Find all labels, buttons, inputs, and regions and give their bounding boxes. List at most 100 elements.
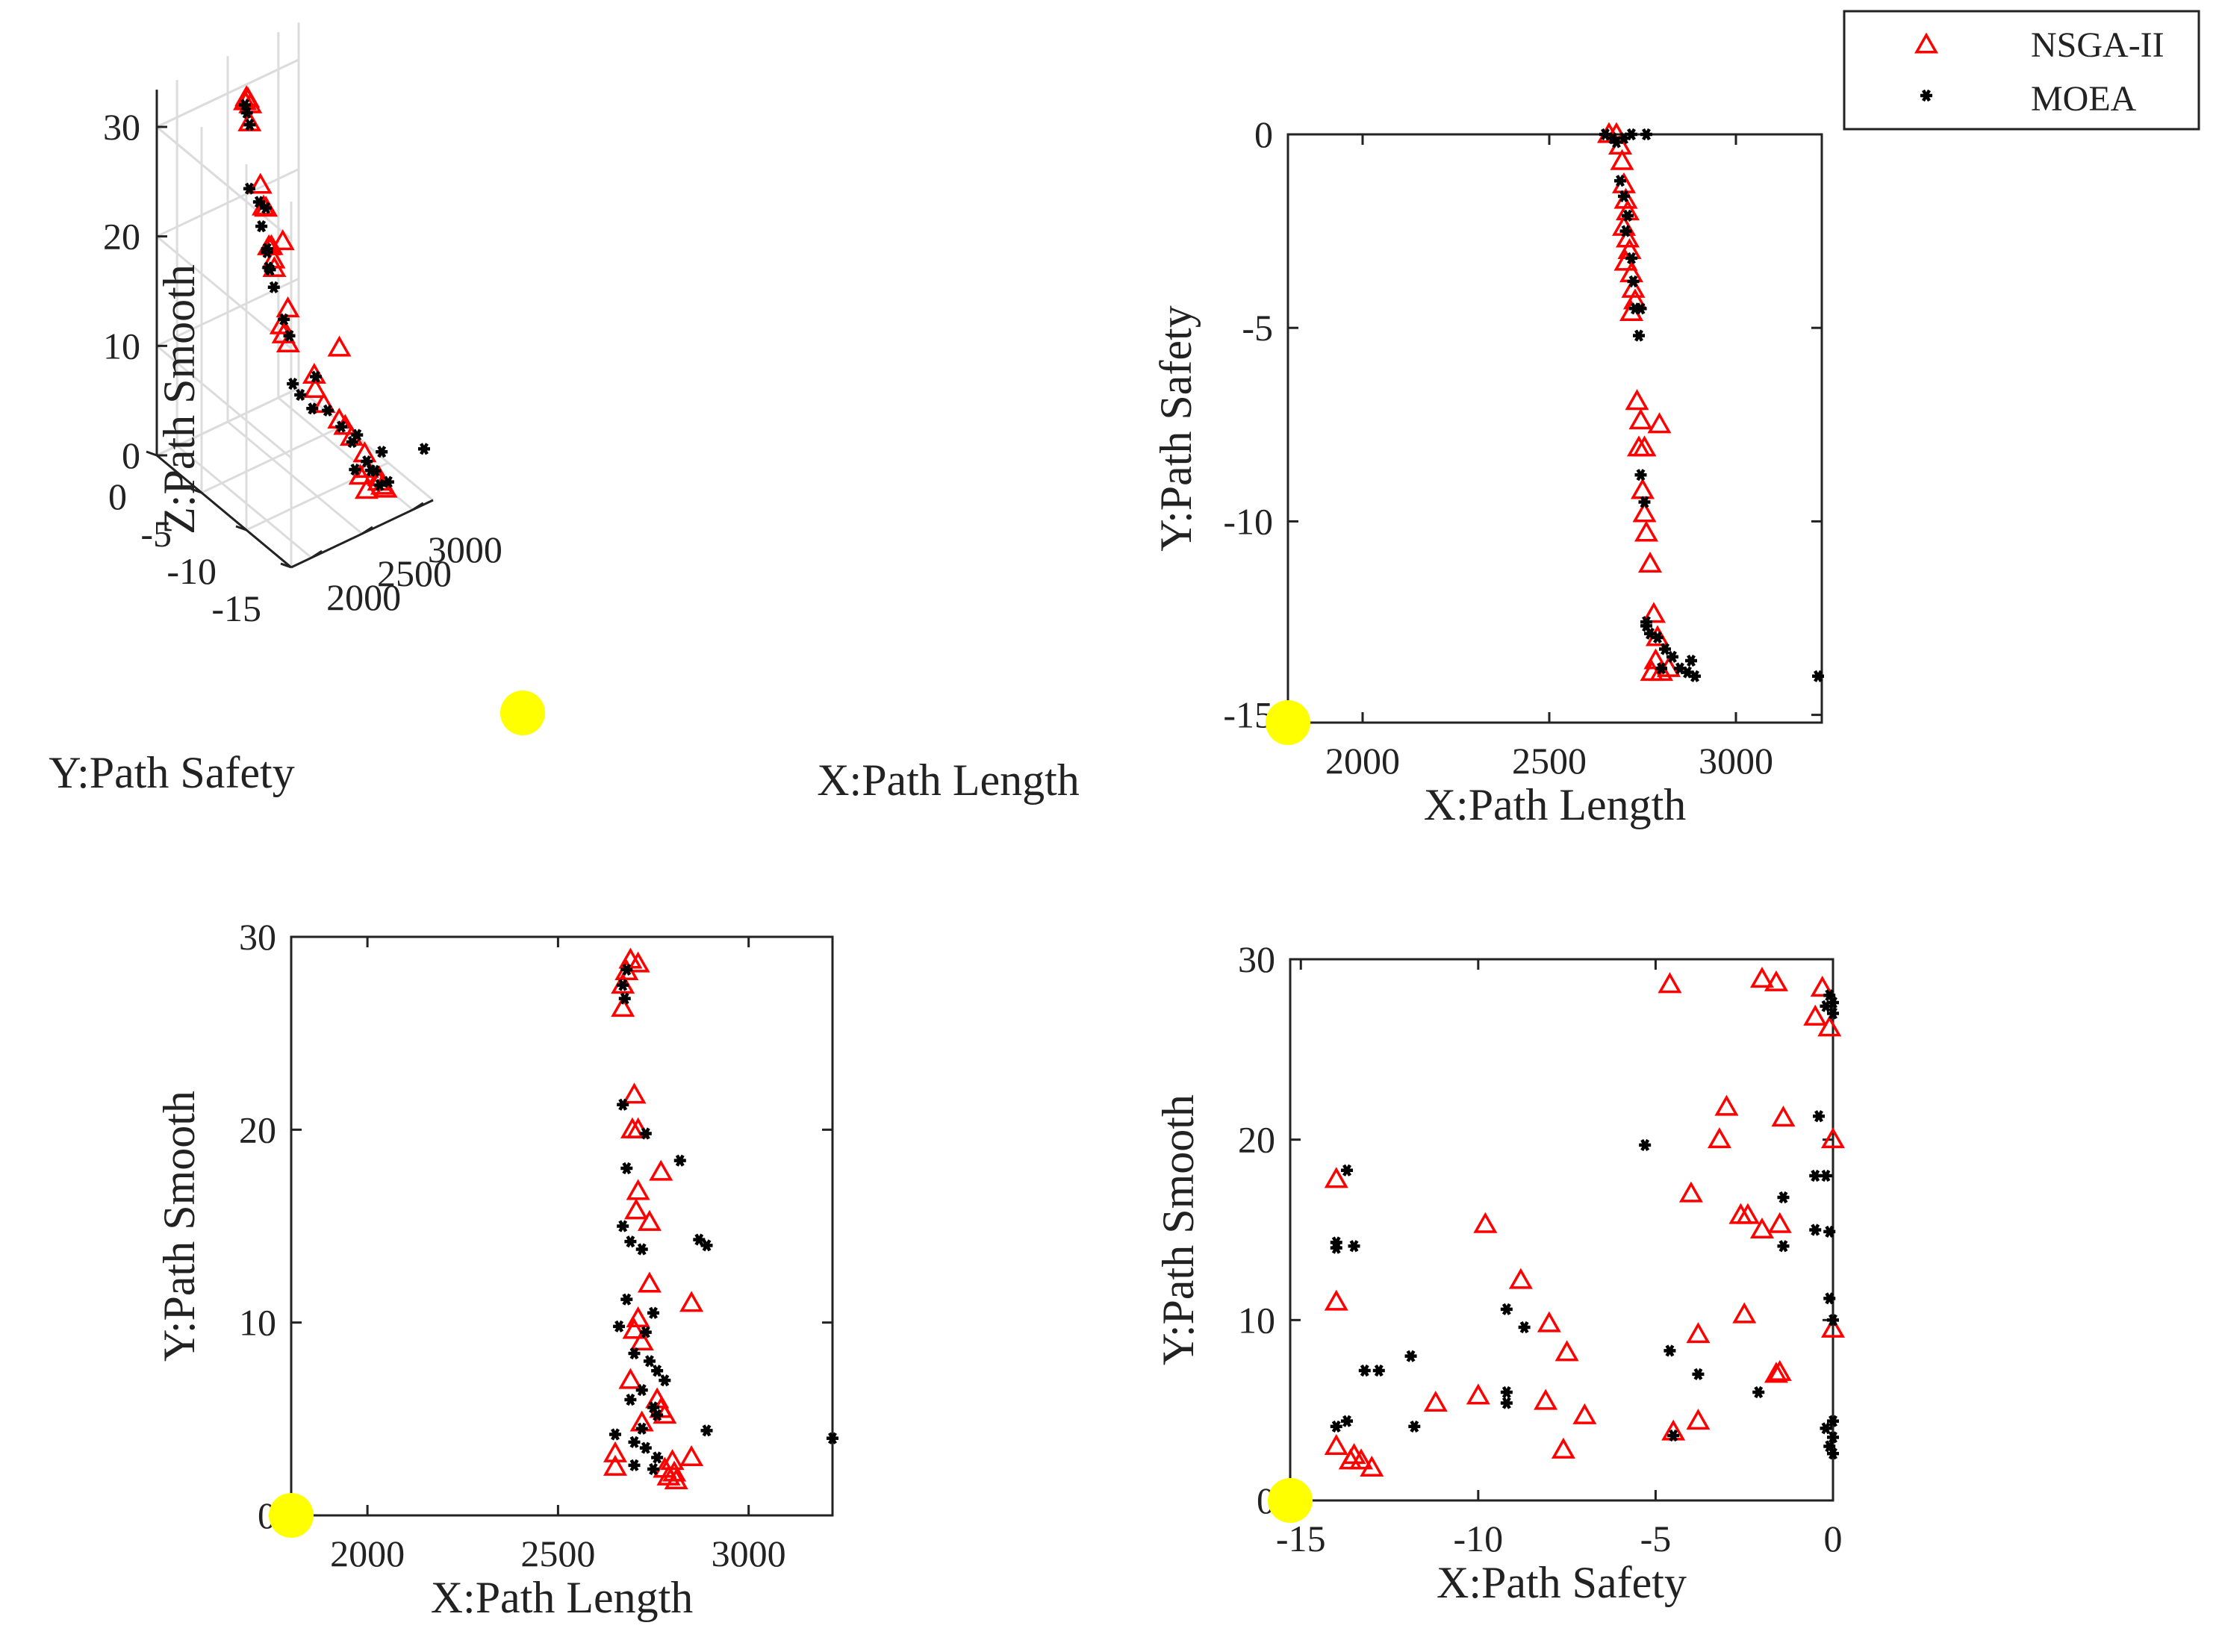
nsga-ii-point: [1551, 1437, 1575, 1459]
x-tick-label: 0: [1824, 1518, 1843, 1559]
moea-point: [1625, 252, 1637, 264]
x-axis-label: X:Path Safety: [1437, 1558, 1687, 1607]
moea-point: [700, 1424, 713, 1437]
moea-point: [294, 388, 307, 402]
x-tick-label: 2500: [520, 1533, 595, 1574]
moea-point: [306, 402, 319, 415]
y-tick-label: -5: [1242, 307, 1273, 349]
moea-point: [1664, 1344, 1676, 1357]
moea-point: [1404, 1350, 1417, 1362]
moea-point: [613, 1320, 626, 1332]
nsga-ii-point: [1764, 1362, 1788, 1383]
x-tick-label: -15: [1276, 1518, 1326, 1559]
moea-point: [1408, 1420, 1421, 1433]
y-tick-label: 20: [1238, 1119, 1275, 1161]
y-tick-mark: [235, 525, 247, 532]
x-tick-label: 2000: [330, 1533, 405, 1574]
nsga-ii-point: [248, 172, 273, 194]
nsga-ii-point: [1767, 1359, 1792, 1381]
z-tick-label: 20: [103, 216, 140, 258]
y-axis-label: Y:Path Safety: [49, 748, 294, 797]
x-tick-label: 2500: [1512, 740, 1587, 782]
nsga-ii-point: [1360, 1455, 1384, 1477]
x-tick-label: 2000: [326, 576, 401, 618]
moea-point: [1655, 662, 1667, 675]
x-tick-label: 2000: [1325, 740, 1400, 782]
nsga-ii-point: [1324, 1167, 1348, 1188]
moea-point: [628, 1436, 641, 1448]
moea-point: [1500, 1386, 1513, 1399]
nsga-ii-point: [1647, 412, 1672, 434]
moea-point: [278, 313, 290, 325]
y-axis-label: Y:Path Smooth: [1154, 1094, 1203, 1365]
moea-point: [283, 329, 296, 342]
moea-point: [240, 107, 253, 119]
x-tick-label: -5: [1640, 1518, 1672, 1559]
moea-point: [418, 443, 430, 455]
moea-point: [1823, 1292, 1836, 1305]
moea-point: [1518, 1321, 1531, 1334]
moea-point: [1500, 1397, 1513, 1409]
nsga-ii-point: [1625, 389, 1649, 411]
moea-point: [700, 1239, 713, 1252]
y-tick-mark: [146, 450, 158, 457]
moea-point: [1812, 1110, 1825, 1123]
y-tick-mark: [190, 487, 202, 494]
nsga-ii-point: [1537, 1311, 1561, 1332]
moea-point: [1610, 136, 1622, 149]
moea-point: [349, 463, 361, 476]
moea-point: [1652, 631, 1664, 644]
moea-point: [617, 1220, 629, 1232]
moea-point: [1752, 1386, 1765, 1399]
moea-point: [255, 220, 268, 233]
nsga-ii-point: [1817, 1015, 1842, 1037]
x-axis-label: X:Path Length: [431, 1573, 694, 1622]
nsga-ii-point: [1820, 1127, 1846, 1149]
nsga-ii-point: [622, 1318, 647, 1339]
z-axis-label: Z:Path Smooth: [155, 264, 204, 534]
moea-point: [1614, 175, 1626, 187]
moea-point: [1341, 1415, 1354, 1427]
y-tick-label: -15: [211, 587, 261, 629]
moea-point: [373, 479, 386, 491]
moea-point: [1372, 1364, 1385, 1377]
nsga-ii-point: [1324, 1289, 1348, 1311]
nsga-ii-point: [629, 1329, 654, 1350]
nsga-ii-point: [1630, 478, 1655, 499]
moea-point: [609, 1428, 621, 1441]
nsga-ii-point: [1658, 972, 1682, 994]
moea-point: [309, 370, 322, 383]
moea-point: [635, 1384, 648, 1397]
legend-label-moea: MOEA: [2031, 79, 2137, 119]
nsga-ii-point: [1735, 1203, 1760, 1224]
moea-point: [1358, 1364, 1371, 1377]
nsga-ii-point: [1632, 435, 1657, 457]
nsga-ii-point: [348, 464, 373, 485]
moea-point: [287, 378, 299, 390]
nsga-ii-point: [1686, 1409, 1711, 1430]
moea-point: [1500, 1303, 1513, 1315]
moea-point: [1627, 275, 1640, 288]
moea-point: [628, 1459, 641, 1471]
nsga-ii-point: [664, 1468, 688, 1489]
nsga-ii-point: [276, 331, 300, 353]
moea-point: [376, 446, 388, 458]
nsga-ii-point: [1349, 1448, 1374, 1470]
nsga-ii-point: [1628, 408, 1653, 430]
y-tick-label: -10: [166, 550, 217, 592]
moea-point: [1625, 128, 1637, 141]
moea-point: [335, 420, 347, 433]
x-tick-label: 3000: [1699, 740, 1773, 782]
moea-point: [1827, 1314, 1839, 1327]
moea-point: [1330, 1241, 1342, 1254]
y-tick-label: 20: [239, 1109, 276, 1150]
moea-point: [659, 1374, 671, 1387]
nsga-ii-point: [624, 1198, 649, 1220]
plot-area-frame: [1289, 958, 1834, 1502]
origin-marker-dot: [500, 691, 545, 735]
nsga-ii-point: [1473, 1212, 1498, 1233]
y-tick-label: -10: [1223, 500, 1273, 542]
nsga-ii-point: [276, 296, 300, 318]
moea-point: [243, 119, 256, 131]
